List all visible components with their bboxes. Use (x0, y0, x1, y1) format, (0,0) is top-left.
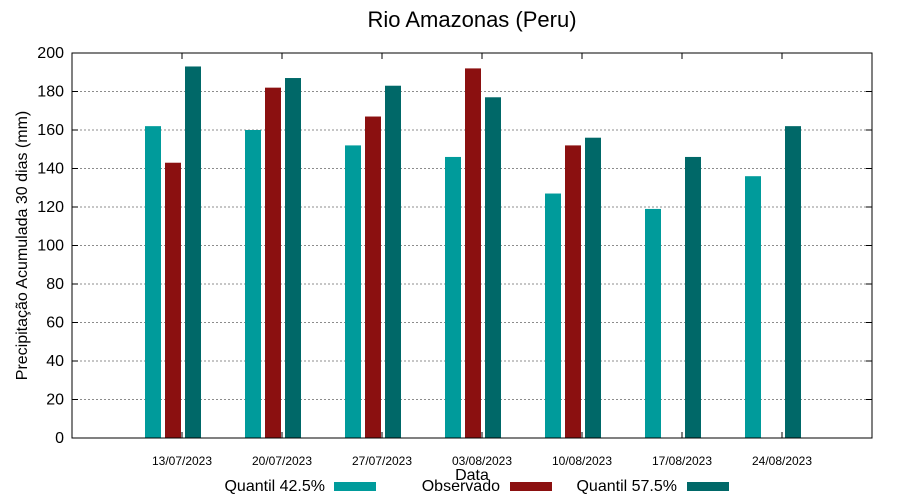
y-tick-label: 20 (46, 392, 64, 409)
y-tick-label: 40 (46, 353, 64, 370)
bar (465, 68, 481, 439)
bar (345, 145, 361, 438)
bar (545, 193, 561, 438)
x-tick-label: 20/07/2023 (252, 454, 312, 468)
y-tick-label: 0 (55, 430, 64, 447)
bar (185, 66, 201, 438)
y-tick-label: 100 (37, 238, 64, 255)
bar (645, 208, 661, 438)
y-tick-label: 140 (37, 161, 64, 178)
y-tick-label: 200 (37, 45, 64, 62)
y-tick-label: 60 (46, 315, 64, 332)
bar (485, 97, 501, 439)
y-tick-label: 80 (46, 276, 64, 293)
y-tick-label: 160 (37, 122, 64, 139)
x-tick-label: 27/07/2023 (352, 454, 412, 468)
bar (385, 85, 401, 438)
y-tick-label: 120 (37, 199, 64, 216)
x-tick-label: 13/07/2023 (152, 454, 212, 468)
legend-swatch (334, 482, 376, 491)
legend-swatch (510, 482, 552, 491)
chart-title: Rio Amazonas (Peru) (367, 7, 576, 32)
y-tick-label: 180 (37, 84, 64, 101)
legend-label: Observado (422, 478, 500, 495)
bar (685, 156, 701, 438)
x-tick-label: 24/08/2023 (752, 454, 812, 468)
x-axis-label: Data (455, 467, 489, 484)
bar (585, 137, 601, 438)
legend-label: Quantil 42.5% (224, 478, 325, 495)
legend-swatch (687, 482, 729, 491)
bar (745, 176, 761, 438)
legend-label: Quantil 57.5% (576, 478, 677, 495)
x-tick-label: 03/08/2023 (452, 454, 512, 468)
y-axis: 0 20 40 60 80 100 120 140 160 180 200 (37, 45, 872, 447)
bar (265, 87, 281, 439)
x-tick-label: 10/08/2023 (552, 454, 612, 468)
legend: Quantil 42.5% Observado Quantil 57.5% (224, 478, 729, 495)
bar (145, 126, 161, 439)
y-axis-label: Precipitação Acumulada 30 dias (mm) (14, 111, 31, 380)
bar (365, 116, 381, 439)
bar (285, 78, 301, 439)
bar (565, 145, 581, 438)
bar (245, 130, 261, 438)
x-axis: 13/07/2023 20/07/2023 27/07/2023 03/08/2023… (152, 53, 812, 468)
x-tick-label: 17/08/2023 (652, 454, 712, 468)
bar (165, 162, 181, 438)
bar (785, 126, 801, 439)
bar (445, 156, 461, 438)
bars (145, 66, 801, 439)
